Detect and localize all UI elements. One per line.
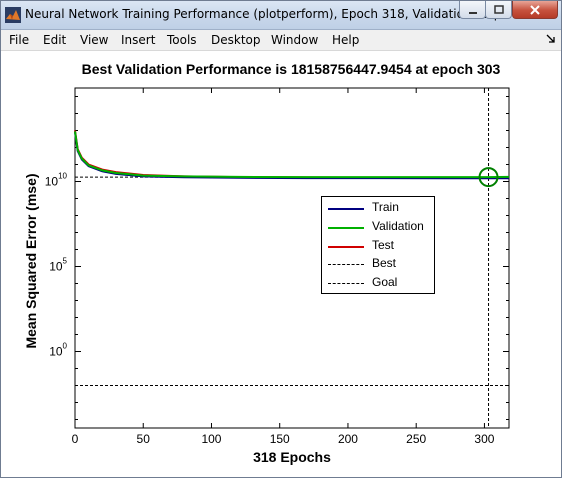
x-tick-label: 150 — [270, 432, 290, 446]
menu-insert[interactable]: Insert — [121, 33, 156, 47]
menu-view[interactable]: View — [80, 33, 109, 47]
x-tick-label: 250 — [406, 432, 426, 446]
legend-swatch-best — [328, 264, 364, 265]
menu-window[interactable]: Window — [271, 33, 319, 47]
best-point-marker — [478, 167, 499, 188]
menu-desktop[interactable]: Desktop — [211, 33, 261, 47]
menu-tools[interactable]: Tools — [167, 33, 197, 47]
legend-entry-validation: Validation — [328, 218, 432, 236]
menu-bar: File Edit View Insert Tools Desktop Wind… — [1, 30, 561, 51]
maximize-icon — [493, 5, 504, 14]
maximize-button[interactable] — [485, 1, 512, 19]
legend-swatch-validation — [328, 227, 364, 229]
x-tick-label: 300 — [474, 432, 494, 446]
matlab-logo-icon — [5, 7, 21, 23]
title-bar[interactable]: Neural Network Training Performance (plo… — [1, 1, 561, 30]
y-tick-label: 105 — [49, 257, 67, 274]
x-axis-label: 318 Epochs — [253, 449, 331, 465]
legend-swatch-test — [328, 246, 364, 248]
legend-label-goal: Goal — [372, 275, 398, 289]
close-button[interactable] — [512, 1, 558, 19]
chart-legend[interactable]: Train Validation Test Best Goal — [321, 196, 435, 294]
legend-label-validation: Validation — [372, 219, 424, 233]
legend-swatch-train — [328, 208, 364, 210]
y-tick-label: 1010 — [45, 172, 68, 189]
legend-entry-test: Test — [328, 237, 432, 255]
minimize-button[interactable] — [459, 1, 486, 19]
y-axis-label: Mean Squared Error (mse) — [23, 173, 39, 349]
x-tick-label: 50 — [137, 432, 151, 446]
window-title: Neural Network Training Performance (plo… — [25, 7, 506, 21]
figure-canvas: Best Validation Performance is 181587564… — [1, 51, 561, 477]
minimize-icon — [468, 12, 477, 14]
legend-label-test: Test — [372, 238, 395, 252]
x-tick-label: 200 — [338, 432, 358, 446]
menu-edit[interactable]: Edit — [43, 33, 67, 47]
legend-label-best: Best — [372, 256, 397, 270]
chart-title: Best Validation Performance is 181587564… — [81, 61, 501, 77]
legend-swatch-goal — [328, 283, 364, 284]
x-tick-label: 100 — [201, 432, 221, 446]
dock-arrow-icon[interactable] — [546, 34, 556, 44]
menu-file[interactable]: File — [9, 33, 30, 47]
series-line-validation — [74, 131, 510, 179]
menu-help[interactable]: Help — [332, 33, 360, 47]
legend-entry-train: Train — [328, 199, 432, 217]
plot-area — [74, 87, 510, 429]
legend-label-train: Train — [372, 200, 399, 214]
x-tick-label: 0 — [72, 432, 79, 446]
performance-chart: 0 50 100 150 200 250 300 100 105 1010 — [45, 87, 510, 446]
y-tick-label: 100 — [49, 342, 67, 359]
legend-entry-goal: Goal — [328, 274, 432, 292]
close-icon — [530, 5, 540, 15]
legend-entry-best: Best — [328, 255, 432, 273]
